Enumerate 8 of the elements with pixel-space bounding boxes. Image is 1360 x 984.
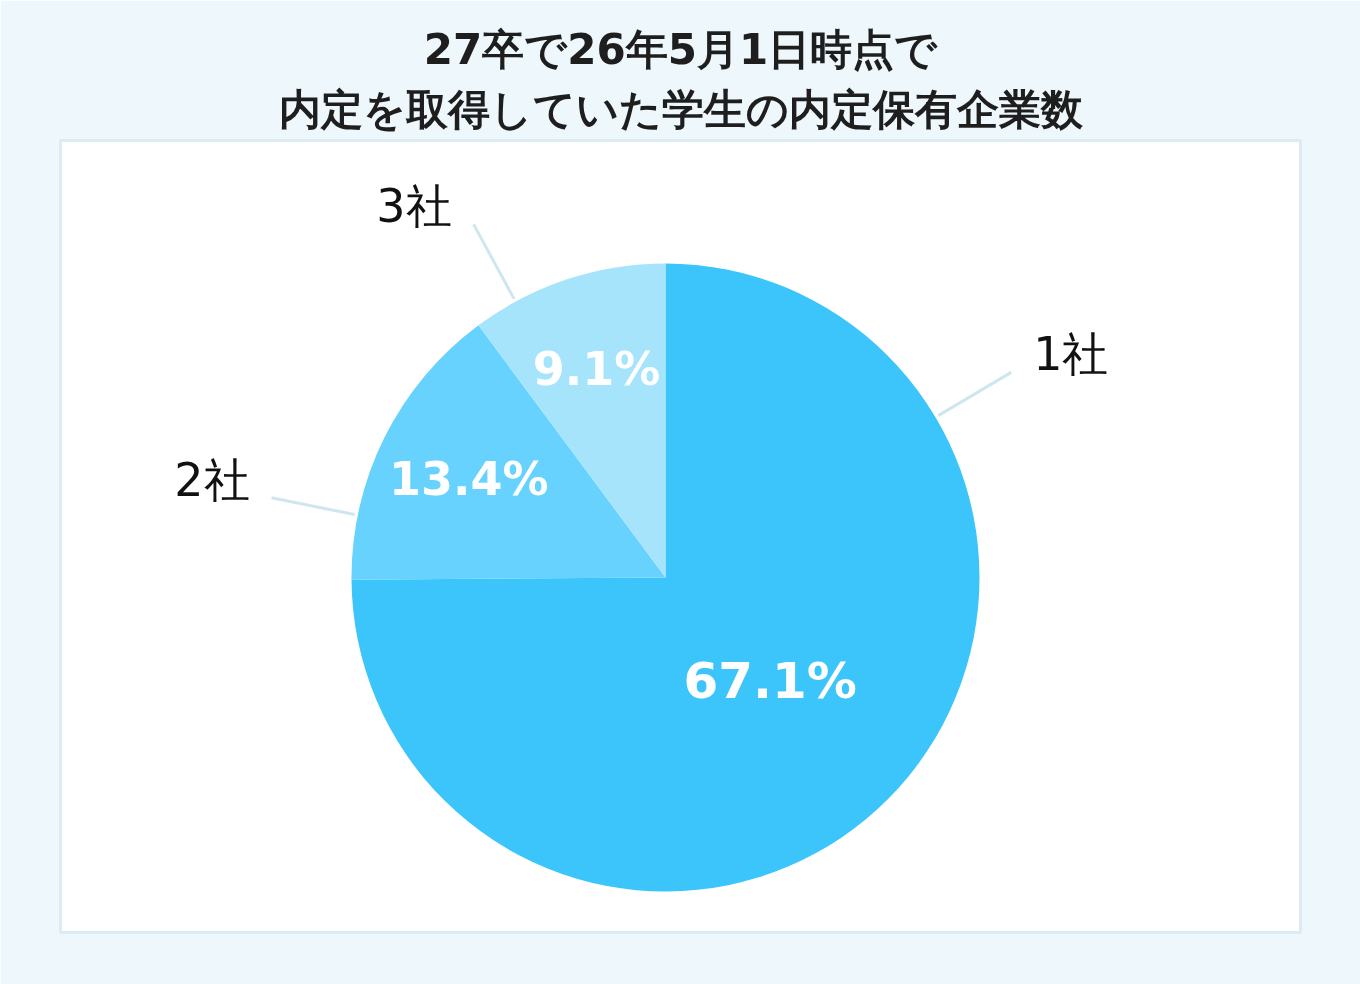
slice-label: 1社 [1033,327,1109,382]
chart-subtitle: 内定を取得していた学生の内定保有企業数 [278,84,1084,134]
slice-label: 2社 [174,452,250,507]
data-label: 13.4% [389,452,549,507]
chart-title: 27卒で26年5月1日時点で [423,24,939,74]
data-label: 9.1% [532,341,661,396]
data-label: 67.1% [683,652,857,711]
slice-label: 3社 [376,179,452,234]
